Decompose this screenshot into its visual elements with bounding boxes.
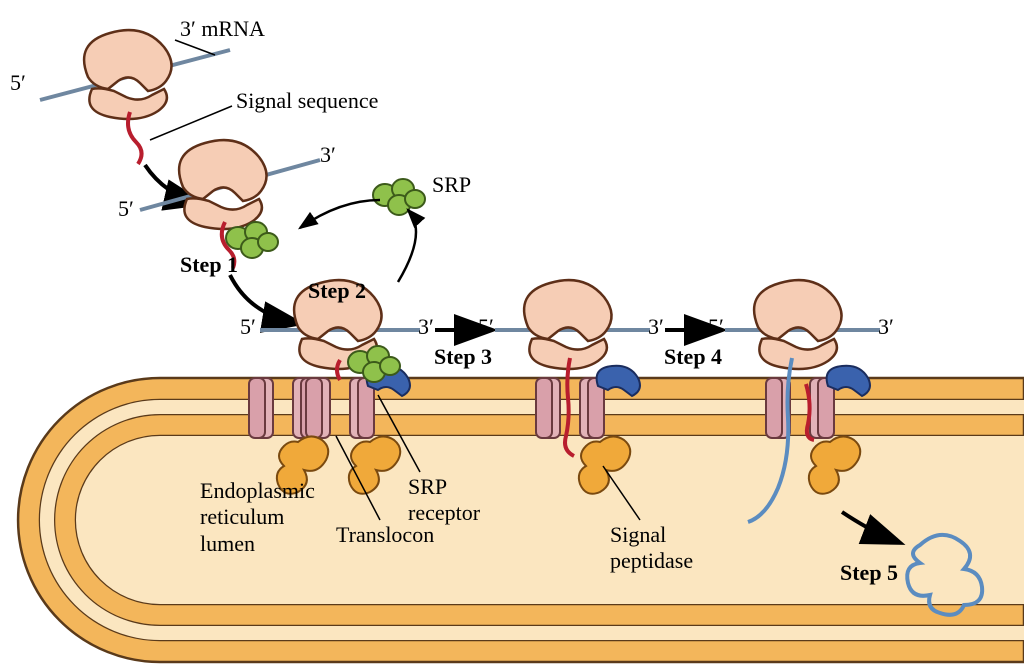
three-prime-step2: 3′ [418,314,434,340]
step1-label: Step 1 [180,252,238,278]
signal-sequence-label: Signal sequence [236,88,378,114]
step2-label: Step 2 [308,278,366,304]
srp-label: SRP [432,172,471,198]
three-prime-step4: 3′ [878,314,894,340]
srp-free [373,179,425,215]
three-prime-step1: 3′ [320,142,336,168]
step5-label: Step 5 [840,560,898,586]
step3-label: Step 3 [434,344,492,370]
step4-label: Step 4 [664,344,722,370]
ribosome-step1 [140,140,320,268]
srp-receptor-label: SRP receptor [408,474,480,527]
three-prime-step3: 3′ [648,314,664,340]
er-lumen-label: Endoplasmic reticulum lumen [200,478,315,557]
three-prime-mrna-label: 3′ mRNA [180,16,265,42]
five-prime-step1: 5′ [118,196,134,222]
arrow-srp-to-step1 [300,200,380,228]
er-membrane [18,378,1024,662]
five-prime-initial: 5′ [10,70,26,96]
five-prime-step2: 5′ [240,314,256,340]
signal-peptidase-label: Signal peptidase [610,522,693,575]
arrow-srp-release [398,210,416,282]
five-prime-step3: 5′ [478,314,494,340]
five-prime-step4: 5′ [708,314,724,340]
translocon-label: Translocon [336,522,434,548]
